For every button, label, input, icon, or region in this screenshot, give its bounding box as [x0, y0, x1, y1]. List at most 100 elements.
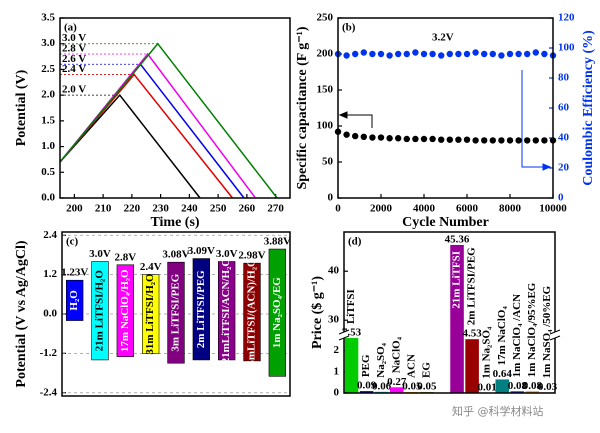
data-point [541, 50, 548, 58]
category-label: 21m LiTFSI [451, 251, 463, 309]
category-label: 1m NaClO₄ /ACN [511, 294, 523, 377]
bar [450, 244, 464, 393]
data-point [412, 49, 419, 56]
value-label: 0.08 [508, 380, 528, 392]
x-tick-label: 0 [335, 203, 341, 215]
panel-label: (a) [64, 22, 77, 34]
axis-break-mark [338, 329, 350, 335]
data-point [472, 49, 479, 56]
x-tick-label: 8000 [499, 203, 522, 215]
data-point [532, 137, 539, 144]
arrow-right [521, 70, 545, 168]
y-tick-label: 1.5 [41, 114, 55, 126]
data-point [369, 134, 376, 141]
x-tick-label: 230 [152, 203, 169, 215]
bar [359, 391, 374, 393]
data-point [369, 50, 376, 58]
series-label: 2.8 V [62, 43, 86, 55]
bar [465, 339, 479, 393]
y-axis-label: Potential (V vs Ag/AgCl) [14, 240, 29, 387]
value-label: 0.09 [357, 380, 377, 392]
y-axis-label: Specific capacitance (F g⁻¹) [295, 26, 310, 189]
x-tick-label: 4000 [413, 203, 436, 215]
data-point [541, 137, 548, 144]
data-point [438, 136, 445, 143]
window-label: 3.0V [216, 248, 238, 260]
data-point [506, 137, 514, 144]
series-line [59, 93, 201, 199]
y-tick-label: 0 [328, 192, 334, 204]
series-label: 2.6 V [62, 53, 86, 65]
y-tick-label: 2.5 [41, 63, 55, 75]
data-point [463, 50, 471, 58]
series-label: 2.0 V [62, 84, 86, 96]
y-axis-label: Potential (V) [14, 69, 29, 146]
y-tick-label: 100 [317, 120, 334, 132]
arrow-head [338, 111, 348, 119]
x-tick-label: 10000 [539, 203, 567, 215]
y-tick-label: 2.4 [43, 229, 57, 241]
series-label: 3.0 V [62, 32, 86, 44]
y-tick-label: 50 [322, 156, 334, 168]
data-point [360, 133, 367, 140]
x-axis-label: Time (s) [150, 215, 199, 230]
y-axis-label: Price ($ g⁻¹) [310, 276, 325, 349]
data-point [377, 134, 385, 141]
value-label: 0.03 [538, 381, 558, 393]
y-tick-label: 80 [558, 72, 570, 84]
data-point [446, 50, 453, 58]
x-tick-label: 270 [267, 203, 284, 215]
axis-break-gap [340, 332, 348, 338]
data-point [343, 131, 350, 138]
value-label: 0.64 [493, 368, 513, 380]
y-tick-label: 120 [558, 12, 575, 24]
plot-frame [343, 231, 556, 394]
panel-label: (d) [348, 236, 362, 248]
axis-break-mark [338, 335, 350, 341]
range-bar [268, 248, 286, 377]
data-point [429, 135, 436, 143]
bar [344, 338, 359, 393]
value-label: 0.06 [372, 380, 392, 392]
data-point [446, 136, 453, 143]
data-point [412, 135, 419, 143]
series-label: 2.4 V [62, 63, 86, 75]
x-tick-label: 2000 [370, 203, 393, 215]
series-line [59, 42, 278, 199]
value-label: 4.53 [462, 328, 482, 340]
range-bar [243, 262, 261, 362]
category-label: 21m LiTFSI/H₂O [94, 270, 106, 352]
data-point [455, 136, 462, 143]
data-point [481, 137, 488, 144]
y-tick-label: 1.0 [41, 140, 55, 152]
y-tick-label: 20 [558, 162, 570, 174]
plot-frame [59, 17, 291, 199]
x-tick-label: 260 [239, 203, 256, 215]
panel-label: (c) [66, 236, 79, 248]
y-tick-label: 200 [317, 48, 334, 60]
x-tick-label: 210 [95, 203, 112, 215]
data-point [498, 52, 505, 59]
data-point [515, 50, 522, 58]
value-label: 0.01 [478, 381, 497, 393]
range-bar [91, 261, 109, 361]
arrows [338, 70, 552, 171]
y-tick-label: 3.5 [41, 12, 55, 24]
range-bar [66, 279, 84, 321]
value-label: 0.27 [387, 376, 407, 388]
category-label: LiTFSI [345, 289, 357, 324]
data-point [429, 50, 436, 58]
data-point [532, 49, 539, 56]
category-label: H₂O [68, 290, 80, 311]
axis-break-mark [549, 335, 561, 341]
window-label: 1.23V [61, 267, 88, 279]
data-point [463, 136, 471, 143]
y-tick-label: 60 [558, 102, 570, 114]
window-label: 3.08V [162, 249, 189, 261]
y-tick-label: 0.0 [41, 192, 55, 204]
category-label: 1m Na₂SO₄ [481, 326, 493, 379]
window-label: 2.8V [114, 251, 136, 263]
data-point [343, 52, 350, 59]
data-point [420, 50, 428, 58]
